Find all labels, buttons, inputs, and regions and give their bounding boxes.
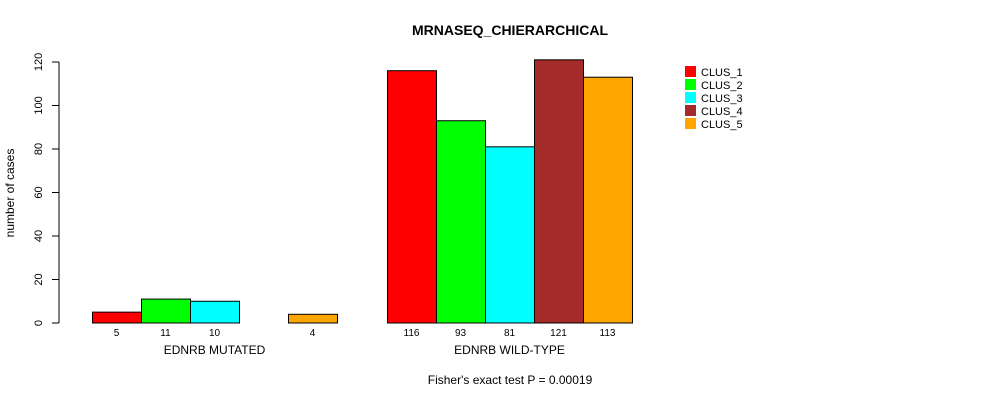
legend-swatch [685, 105, 696, 116]
bar-clus-4 [534, 59, 584, 324]
bar-clus-5 [583, 76, 633, 324]
fisher-test-footnote: Fisher's exact test P = 0.00019 [428, 373, 593, 387]
legend-label: CLUS_3 [701, 93, 743, 105]
y-tick-label: 0 [33, 320, 45, 326]
bar-value-label: 81 [504, 328, 516, 339]
bar-clus-2 [141, 298, 191, 324]
bar-value-label: 116 [404, 328, 420, 339]
bar-clus-3 [190, 300, 240, 324]
bar-value-label: 4 [310, 328, 316, 339]
category-labels: EDNRB MUTATED EDNRB WILD-TYPE [164, 343, 565, 357]
legend-swatch [685, 92, 696, 103]
legend-label: CLUS_4 [701, 106, 743, 118]
legend-label: CLUS_5 [701, 119, 743, 131]
y-axis: 0 20 40 60 80 100 120 [33, 53, 60, 326]
bar-value-label: 11 [160, 328, 171, 339]
y-tick-label: 120 [33, 53, 45, 71]
bar-clus-5 [288, 313, 338, 324]
bar-value-labels: 5 11 10 4 116 93 81 121 113 [114, 328, 616, 339]
y-tick-label: 40 [33, 230, 45, 242]
bar-clus-2 [436, 120, 486, 324]
bar-value-label: 93 [455, 328, 467, 339]
y-tick-label: 20 [33, 273, 45, 285]
y-axis-label: number of cases [3, 149, 17, 238]
bar-value-label: 10 [209, 328, 221, 339]
y-tick-label: 60 [33, 186, 45, 198]
category-label: EDNRB MUTATED [164, 343, 266, 357]
legend-swatch [685, 79, 696, 90]
legend-label: CLUS_2 [701, 80, 743, 92]
legend-swatch [685, 118, 696, 129]
y-tick-label: 80 [33, 143, 45, 155]
bar-clus-1 [387, 70, 437, 324]
category-label: EDNRB WILD-TYPE [454, 343, 565, 357]
legend-swatch [685, 66, 696, 77]
bar-clus-3 [485, 146, 535, 324]
y-tick-label: 100 [33, 96, 45, 114]
bar-value-label: 121 [550, 328, 567, 339]
bar-clus-1 [92, 311, 142, 324]
bars [92, 59, 633, 324]
bar-value-label: 113 [600, 328, 616, 339]
chart-title: MRNASEQ_CHIERARCHICAL [412, 22, 608, 38]
legend-label: CLUS_1 [701, 67, 743, 79]
bar-value-label: 5 [114, 328, 120, 339]
